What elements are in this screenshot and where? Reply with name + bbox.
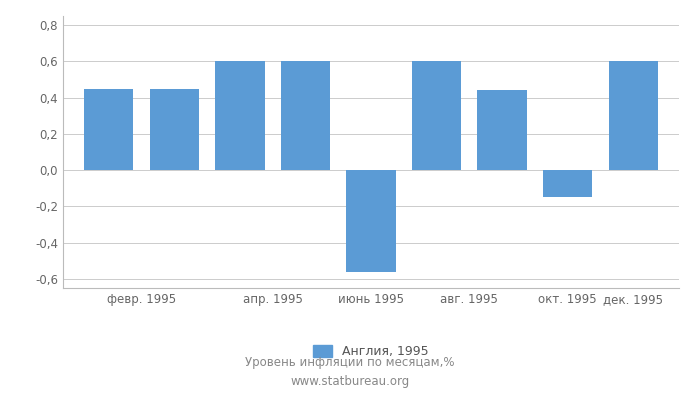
Bar <box>477 90 526 170</box>
Bar <box>281 61 330 170</box>
Bar <box>412 61 461 170</box>
Bar <box>150 88 199 170</box>
Bar <box>608 61 658 170</box>
Text: Уровень инфляции по месяцам,%
www.statbureau.org: Уровень инфляции по месяцам,% www.statbu… <box>245 356 455 388</box>
Legend: Англия, 1995: Англия, 1995 <box>308 340 434 363</box>
Bar <box>84 88 134 170</box>
Bar <box>543 170 592 197</box>
Bar <box>216 61 265 170</box>
Bar <box>346 170 395 272</box>
